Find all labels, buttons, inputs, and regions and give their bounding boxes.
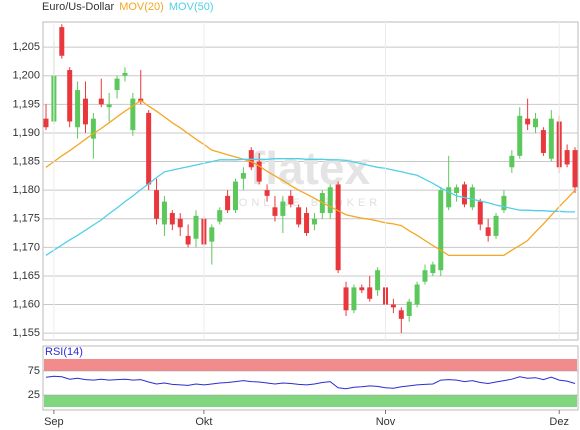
candle-body bbox=[98, 98, 104, 105]
candle-body bbox=[264, 190, 270, 196]
candle-body bbox=[446, 187, 452, 208]
candle-body bbox=[240, 172, 246, 179]
candle-body bbox=[177, 218, 183, 228]
ma-line bbox=[45, 158, 575, 256]
candle-body bbox=[311, 218, 317, 225]
rsi-band bbox=[44, 395, 577, 407]
candle-body bbox=[193, 215, 199, 239]
candle-body bbox=[501, 195, 507, 211]
candle-body bbox=[169, 213, 175, 225]
candle-body bbox=[335, 184, 341, 271]
candle-body bbox=[438, 190, 444, 271]
candle-body bbox=[272, 207, 278, 216]
candle-body bbox=[548, 118, 554, 159]
watermark: ONLINE BROKER bbox=[239, 197, 381, 209]
candle-body bbox=[414, 284, 420, 305]
candle-body bbox=[67, 70, 73, 122]
candle-body bbox=[59, 27, 65, 56]
candle-body bbox=[296, 207, 302, 225]
legend-entry: MOV(20) bbox=[119, 1, 164, 13]
y-tick-label: 1,180 bbox=[12, 184, 40, 196]
candle-body bbox=[406, 301, 412, 316]
x-tick-label: Okt bbox=[195, 416, 212, 428]
y-tick-label: 1,175 bbox=[12, 213, 40, 225]
candle-body bbox=[493, 215, 499, 236]
candle-body bbox=[122, 72, 128, 76]
candle-body bbox=[375, 270, 381, 291]
y-tick-label: 1,160 bbox=[12, 298, 40, 310]
candle-body bbox=[114, 78, 120, 91]
candle-body bbox=[351, 287, 357, 311]
y-tick-label: 1,205 bbox=[12, 41, 40, 53]
y-tick-label: 1,170 bbox=[12, 241, 40, 253]
candle-body bbox=[130, 98, 136, 131]
y-tick-label: 1,165 bbox=[12, 270, 40, 282]
y-tick-label: 75 bbox=[28, 365, 40, 377]
x-tick-label: Dez bbox=[549, 416, 569, 428]
candle-body bbox=[209, 227, 215, 242]
candle-body bbox=[106, 104, 112, 108]
candle-body bbox=[461, 184, 467, 205]
watermark: flatex bbox=[250, 142, 371, 194]
candle-body bbox=[43, 118, 49, 128]
candle-body bbox=[469, 187, 475, 208]
candle-body bbox=[161, 201, 167, 225]
candle-body bbox=[146, 112, 152, 185]
ma-line bbox=[45, 99, 576, 257]
candle-body bbox=[454, 187, 460, 194]
candle-body bbox=[477, 201, 483, 225]
candle-body bbox=[185, 235, 191, 245]
candle-body bbox=[304, 213, 310, 234]
rsi-band bbox=[44, 359, 577, 371]
candle-body bbox=[90, 118, 96, 139]
y-tick-label: 1,155 bbox=[12, 327, 40, 339]
x-tick-label: Nov bbox=[376, 416, 396, 428]
candle-body bbox=[398, 310, 404, 319]
candle-body bbox=[509, 155, 515, 168]
y-tick-label: 1,195 bbox=[12, 98, 40, 110]
candle-body bbox=[343, 287, 349, 311]
candle-body bbox=[533, 118, 539, 128]
y-tick-label: 1,190 bbox=[12, 127, 40, 139]
candle-body bbox=[564, 150, 570, 165]
candle-body bbox=[390, 304, 396, 308]
candle-body bbox=[82, 98, 88, 125]
legend-entry: MOV(50) bbox=[168, 1, 214, 13]
candle-body bbox=[517, 115, 523, 156]
legend: Euro/Us-Dollar MOV(20) MOV(50) bbox=[42, 1, 216, 13]
candle-body bbox=[430, 264, 436, 274]
candle-body bbox=[154, 190, 160, 219]
rsi-label: RSI(14) bbox=[45, 346, 83, 358]
candle-body bbox=[367, 287, 373, 299]
candle-body bbox=[525, 118, 531, 125]
candle-body bbox=[422, 270, 428, 282]
candle-body bbox=[225, 195, 231, 211]
candle-body bbox=[485, 227, 491, 236]
candle-body bbox=[280, 201, 286, 216]
candle-body bbox=[359, 287, 365, 291]
x-tick-label: Sep bbox=[44, 416, 64, 428]
y-tick-label: 1,185 bbox=[12, 155, 40, 167]
candle-body bbox=[540, 130, 546, 153]
candle-body bbox=[75, 90, 81, 128]
candle-body bbox=[232, 181, 238, 211]
candle-body bbox=[327, 187, 333, 214]
y-tick-label: 1,200 bbox=[12, 70, 40, 82]
y-tick-label: 25 bbox=[28, 389, 40, 401]
plot-area bbox=[42, 21, 579, 341]
candle-body bbox=[256, 161, 262, 182]
candle-body bbox=[288, 195, 294, 205]
candle-body bbox=[217, 210, 223, 222]
candle-body bbox=[572, 150, 578, 188]
rsi-line bbox=[45, 375, 576, 390]
chart-title: Euro/Us-Dollar bbox=[42, 1, 115, 13]
